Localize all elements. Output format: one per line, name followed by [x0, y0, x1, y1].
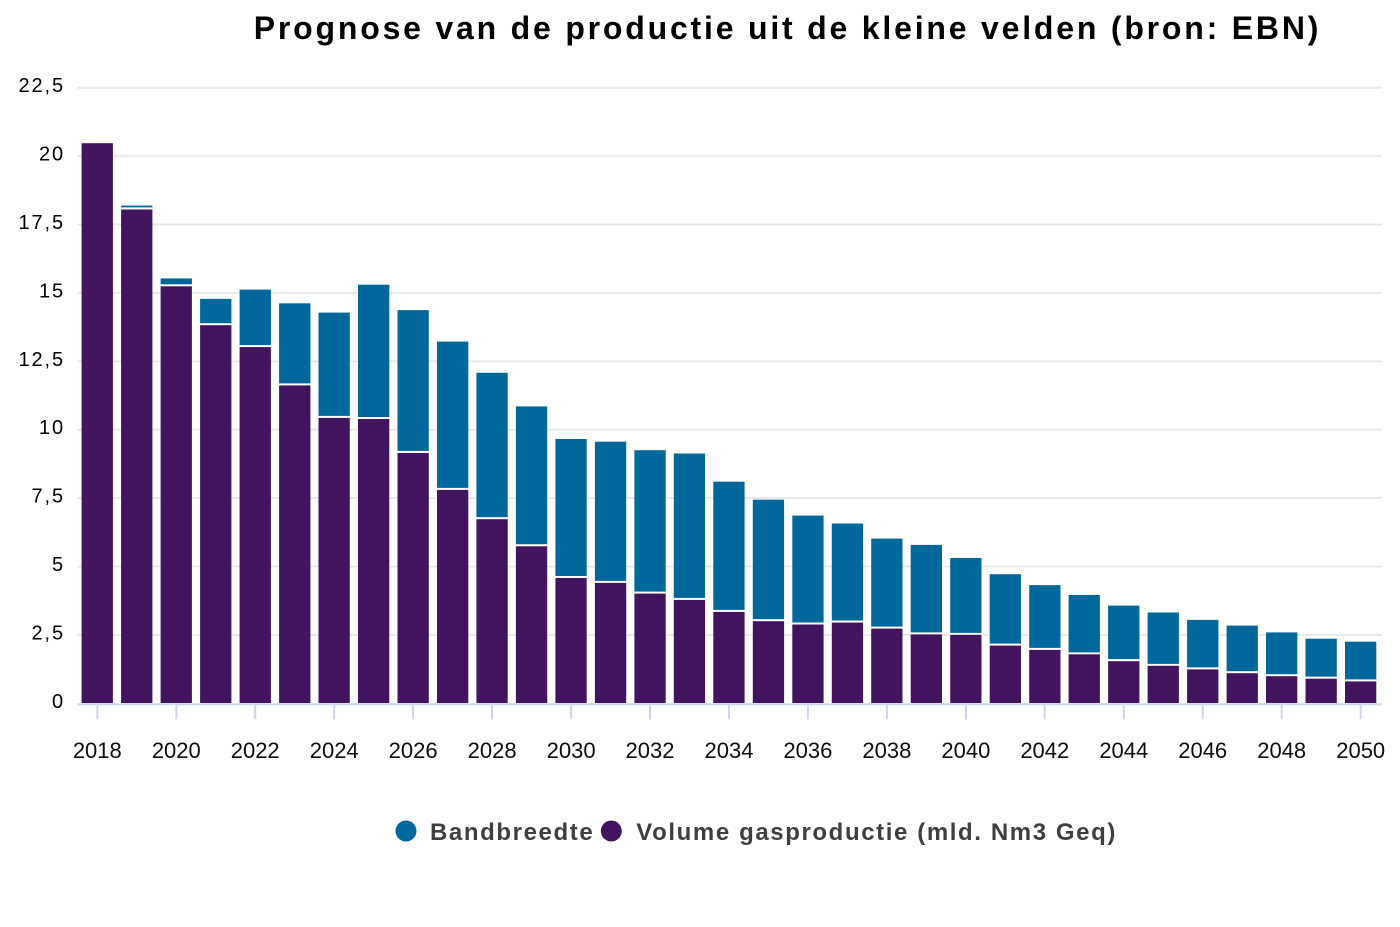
svg-text:2048: 2048	[1257, 738, 1306, 763]
svg-text:2026: 2026	[389, 738, 438, 763]
svg-text:0: 0	[52, 691, 65, 713]
svg-text:2018: 2018	[73, 738, 122, 763]
svg-text:2,5: 2,5	[31, 622, 65, 644]
svg-text:2024: 2024	[310, 738, 359, 763]
svg-text:Prognose van de productie uit: Prognose van de productie uit de kleine …	[254, 10, 1321, 46]
svg-text:2046: 2046	[1178, 738, 1227, 763]
svg-text:2034: 2034	[705, 738, 754, 763]
svg-text:2044: 2044	[1099, 738, 1148, 763]
svg-text:Bandbreedte: Bandbreedte	[430, 819, 594, 846]
svg-text:15: 15	[39, 280, 65, 302]
svg-text:2030: 2030	[547, 738, 596, 763]
svg-text:2028: 2028	[468, 738, 517, 763]
svg-text:12,5: 12,5	[18, 349, 65, 371]
svg-text:2032: 2032	[626, 738, 675, 763]
svg-text:2022: 2022	[231, 738, 280, 763]
svg-text:20: 20	[39, 144, 65, 166]
svg-text:10: 10	[39, 417, 65, 439]
svg-text:5: 5	[52, 554, 65, 576]
svg-text:2020: 2020	[152, 738, 201, 763]
svg-text:7,5: 7,5	[31, 486, 65, 508]
svg-text:2036: 2036	[783, 738, 832, 763]
svg-text:2050: 2050	[1336, 738, 1385, 763]
svg-text:17,5: 17,5	[18, 212, 65, 234]
svg-text:2038: 2038	[862, 738, 911, 763]
svg-text:22,5: 22,5	[18, 75, 65, 97]
svg-text:2042: 2042	[1020, 738, 1069, 763]
svg-text:2040: 2040	[941, 738, 990, 763]
svg-text:Volume gasproductie (mld. Nm3: Volume gasproductie (mld. Nm3 Geq)	[636, 819, 1117, 846]
